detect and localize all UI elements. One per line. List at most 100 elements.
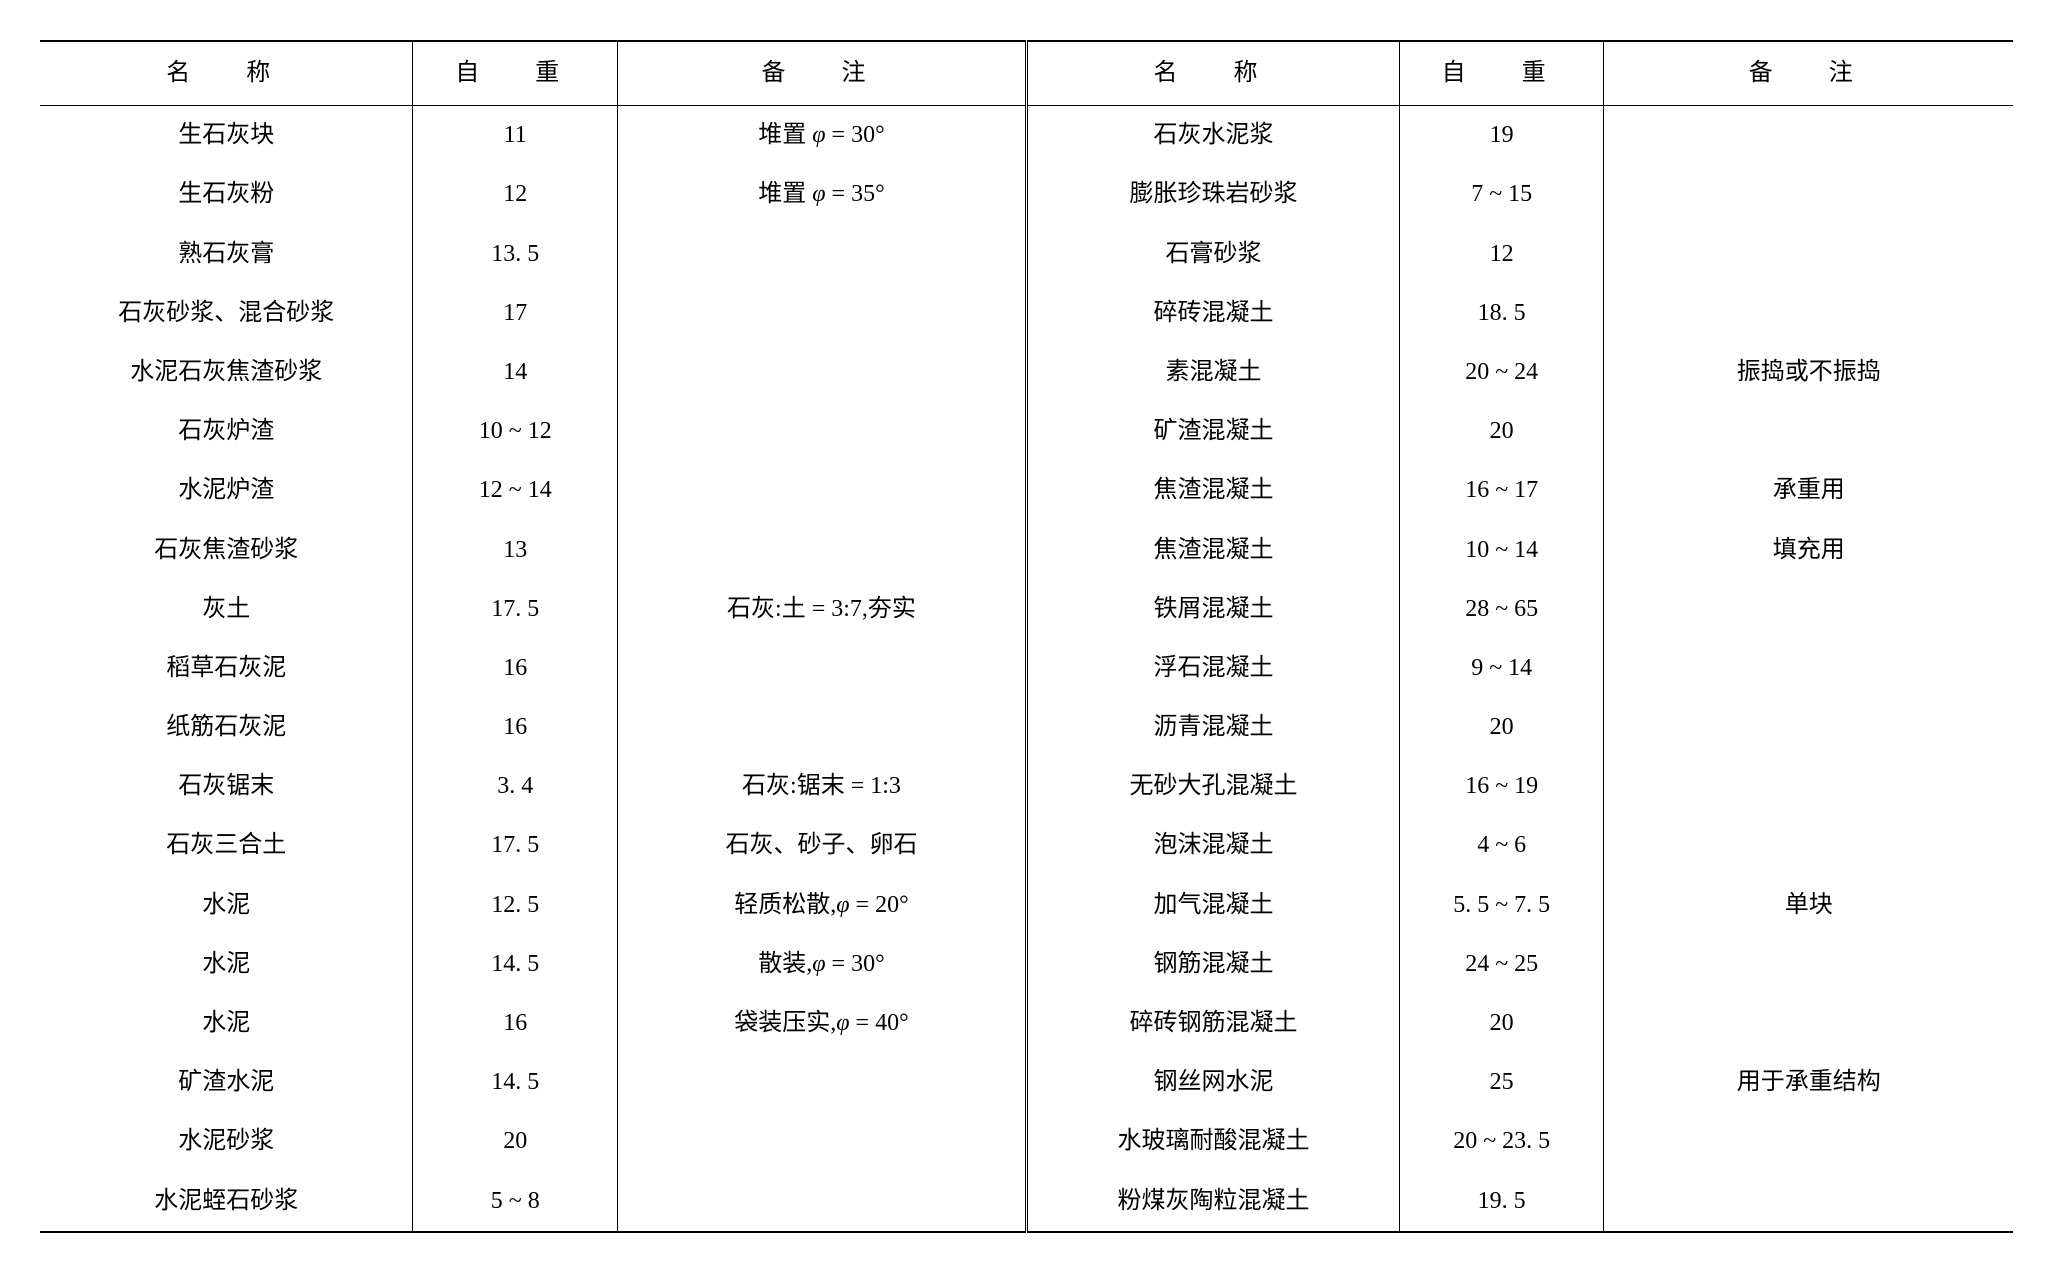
cell-weight-left: 13. 5 xyxy=(413,225,618,284)
cell-note-right xyxy=(1604,402,2013,461)
cell-name-left: 水泥石灰焦渣砂浆 xyxy=(40,343,413,402)
cell-note-right xyxy=(1604,698,2013,757)
cell-name-right: 沥青混凝土 xyxy=(1026,698,1399,757)
table-row: 生石灰粉12堆置 φ = 35°膨胀珍珠岩砂浆7 ~ 15 xyxy=(40,165,2013,224)
cell-note-left: 袋装压实,φ = 40° xyxy=(617,994,1026,1053)
cell-name-left: 水泥 xyxy=(40,876,413,935)
cell-note-left xyxy=(617,402,1026,461)
cell-note-left xyxy=(617,521,1026,580)
cell-weight-left: 16 xyxy=(413,639,618,698)
table-row: 水泥16袋装压实,φ = 40°碎砖钢筋混凝土20 xyxy=(40,994,2013,1053)
cell-weight-left: 10 ~ 12 xyxy=(413,402,618,461)
cell-note-left xyxy=(617,639,1026,698)
cell-name-right: 碎砖钢筋混凝土 xyxy=(1026,994,1399,1053)
cell-weight-left: 14 xyxy=(413,343,618,402)
cell-name-left: 水泥 xyxy=(40,994,413,1053)
cell-weight-left: 14. 5 xyxy=(413,1053,618,1112)
cell-weight-left: 3. 4 xyxy=(413,757,618,816)
table-header: 名 称 自 重 备 注 名 称 自 重 备 注 xyxy=(40,41,2013,106)
cell-name-left: 纸筋石灰泥 xyxy=(40,698,413,757)
cell-name-left: 稻草石灰泥 xyxy=(40,639,413,698)
cell-weight-left: 16 xyxy=(413,698,618,757)
cell-weight-right: 20 xyxy=(1399,994,1604,1053)
cell-note-left xyxy=(617,698,1026,757)
material-weight-table: 名 称 自 重 备 注 名 称 自 重 备 注 生石灰块11堆置 φ = 30°… xyxy=(40,40,2013,1233)
cell-name-right: 加气混凝土 xyxy=(1026,876,1399,935)
cell-name-right: 石膏砂浆 xyxy=(1026,225,1399,284)
cell-weight-left: 12 ~ 14 xyxy=(413,461,618,520)
cell-weight-right: 20 xyxy=(1399,698,1604,757)
cell-name-right: 钢丝网水泥 xyxy=(1026,1053,1399,1112)
header-note-left: 备 注 xyxy=(617,41,1026,106)
cell-name-right: 铁屑混凝土 xyxy=(1026,580,1399,639)
cell-name-left: 石灰焦渣砂浆 xyxy=(40,521,413,580)
cell-note-left: 堆置 φ = 30° xyxy=(617,106,1026,166)
cell-note-right xyxy=(1604,757,2013,816)
cell-note-right xyxy=(1604,1172,2013,1232)
cell-name-right: 泡沫混凝土 xyxy=(1026,816,1399,875)
cell-weight-right: 4 ~ 6 xyxy=(1399,816,1604,875)
cell-weight-right: 12 xyxy=(1399,225,1604,284)
cell-weight-left: 5 ~ 8 xyxy=(413,1172,618,1232)
table-body: 生石灰块11堆置 φ = 30°石灰水泥浆19生石灰粉12堆置 φ = 35°膨… xyxy=(40,106,2013,1232)
cell-weight-right: 10 ~ 14 xyxy=(1399,521,1604,580)
header-note-right: 备 注 xyxy=(1604,41,2013,106)
table-row: 石灰炉渣10 ~ 12矿渣混凝土20 xyxy=(40,402,2013,461)
table-row: 灰土17. 5石灰:土 = 3:7,夯实铁屑混凝土28 ~ 65 xyxy=(40,580,2013,639)
cell-note-left xyxy=(617,343,1026,402)
header-row: 名 称 自 重 备 注 名 称 自 重 备 注 xyxy=(40,41,2013,106)
table-row: 水泥12. 5轻质松散,φ = 20°加气混凝土5. 5 ~ 7. 5单块 xyxy=(40,876,2013,935)
cell-weight-left: 12 xyxy=(413,165,618,224)
table-row: 矿渣水泥14. 5钢丝网水泥25用于承重结构 xyxy=(40,1053,2013,1112)
table-row: 石灰焦渣砂浆13焦渣混凝土10 ~ 14填充用 xyxy=(40,521,2013,580)
cell-name-left: 生石灰块 xyxy=(40,106,413,166)
data-table: 名 称 自 重 备 注 名 称 自 重 备 注 生石灰块11堆置 φ = 30°… xyxy=(40,40,2013,1233)
table-row: 水泥石灰焦渣砂浆14素混凝土20 ~ 24振捣或不振捣 xyxy=(40,343,2013,402)
cell-weight-right: 16 ~ 19 xyxy=(1399,757,1604,816)
cell-weight-right: 20 ~ 24 xyxy=(1399,343,1604,402)
cell-note-right: 承重用 xyxy=(1604,461,2013,520)
cell-note-right xyxy=(1604,580,2013,639)
cell-weight-right: 19 xyxy=(1399,106,1604,166)
cell-weight-left: 16 xyxy=(413,994,618,1053)
table-row: 熟石灰膏13. 5石膏砂浆12 xyxy=(40,225,2013,284)
table-row: 石灰锯末3. 4石灰:锯末 = 1:3无砂大孔混凝土16 ~ 19 xyxy=(40,757,2013,816)
cell-note-right xyxy=(1604,1112,2013,1171)
table-row: 水泥炉渣12 ~ 14焦渣混凝土16 ~ 17承重用 xyxy=(40,461,2013,520)
cell-weight-left: 20 xyxy=(413,1112,618,1171)
cell-weight-right: 28 ~ 65 xyxy=(1399,580,1604,639)
table-row: 石灰砂浆、混合砂浆17碎砖混凝土18. 5 xyxy=(40,284,2013,343)
cell-weight-right: 19. 5 xyxy=(1399,1172,1604,1232)
header-name-right: 名 称 xyxy=(1026,41,1399,106)
cell-note-left: 石灰:锯末 = 1:3 xyxy=(617,757,1026,816)
cell-weight-right: 9 ~ 14 xyxy=(1399,639,1604,698)
header-weight-right: 自 重 xyxy=(1399,41,1604,106)
cell-weight-right: 20 ~ 23. 5 xyxy=(1399,1112,1604,1171)
cell-name-right: 焦渣混凝土 xyxy=(1026,521,1399,580)
cell-weight-right: 24 ~ 25 xyxy=(1399,935,1604,994)
cell-name-right: 膨胀珍珠岩砂浆 xyxy=(1026,165,1399,224)
header-name-left: 名 称 xyxy=(40,41,413,106)
cell-note-right xyxy=(1604,225,2013,284)
cell-name-left: 石灰砂浆、混合砂浆 xyxy=(40,284,413,343)
cell-note-left: 石灰:土 = 3:7,夯实 xyxy=(617,580,1026,639)
cell-name-left: 石灰锯末 xyxy=(40,757,413,816)
header-weight-left: 自 重 xyxy=(413,41,618,106)
table-row: 水泥蛭石砂浆5 ~ 8 粉煤灰陶粒混凝土19. 5 xyxy=(40,1172,2013,1232)
cell-name-left: 石灰炉渣 xyxy=(40,402,413,461)
cell-name-right: 碎砖混凝土 xyxy=(1026,284,1399,343)
cell-name-left: 水泥炉渣 xyxy=(40,461,413,520)
cell-note-left: 散装,φ = 30° xyxy=(617,935,1026,994)
table-row: 水泥14. 5散装,φ = 30°钢筋混凝土24 ~ 25 xyxy=(40,935,2013,994)
cell-note-left: 轻质松散,φ = 20° xyxy=(617,876,1026,935)
cell-name-right: 水玻璃耐酸混凝土 xyxy=(1026,1112,1399,1171)
table-row: 生石灰块11堆置 φ = 30°石灰水泥浆19 xyxy=(40,106,2013,166)
cell-name-left: 水泥蛭石砂浆 xyxy=(40,1172,413,1232)
table-row: 纸筋石灰泥16 沥青混凝土20 xyxy=(40,698,2013,757)
cell-name-right: 粉煤灰陶粒混凝土 xyxy=(1026,1172,1399,1232)
cell-weight-right: 18. 5 xyxy=(1399,284,1604,343)
cell-note-left xyxy=(617,284,1026,343)
cell-weight-left: 14. 5 xyxy=(413,935,618,994)
cell-note-left xyxy=(617,461,1026,520)
cell-note-right: 振捣或不振捣 xyxy=(1604,343,2013,402)
